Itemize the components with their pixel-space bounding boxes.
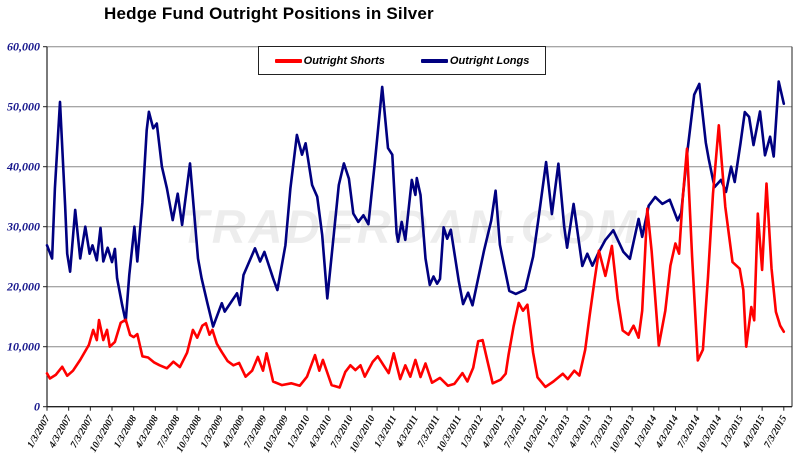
svg-text:10,000: 10,000 (7, 340, 40, 354)
series-lines (45, 80, 786, 389)
svg-text:0: 0 (34, 400, 40, 414)
legend-item-outright-longs: Outright Longs (420, 54, 530, 67)
svg-text:60,000: 60,000 (7, 40, 40, 54)
legend-item-outright-shorts: Outright Shorts (274, 54, 385, 67)
series-line-outright-longs (45, 80, 786, 328)
svg-text:40,000: 40,000 (6, 160, 40, 174)
legend: Outright Shorts Outright Longs (258, 46, 546, 75)
svg-text:30,000: 30,000 (6, 220, 40, 234)
series-line-outright-shorts (45, 124, 786, 389)
chart-title: Hedge Fund Outright Positions in Silver (104, 4, 434, 23)
shorts-line-swatch-icon (274, 58, 302, 63)
legend-label-shorts: Outright Shorts (303, 54, 385, 67)
x-axis-tick-labels: 1/3/20074/3/20077/3/200710/3/20071/3/200… (25, 406, 789, 454)
svg-text:20,000: 20,000 (6, 280, 40, 294)
svg-text:50,000: 50,000 (7, 100, 40, 114)
y-axis-tick-labels: 0 10,000 20,000 30,000 40,000 50,000 60,000 (6, 40, 47, 414)
legend-label-longs: Outright Longs (449, 54, 530, 67)
longs-line-swatch-icon (420, 58, 448, 63)
